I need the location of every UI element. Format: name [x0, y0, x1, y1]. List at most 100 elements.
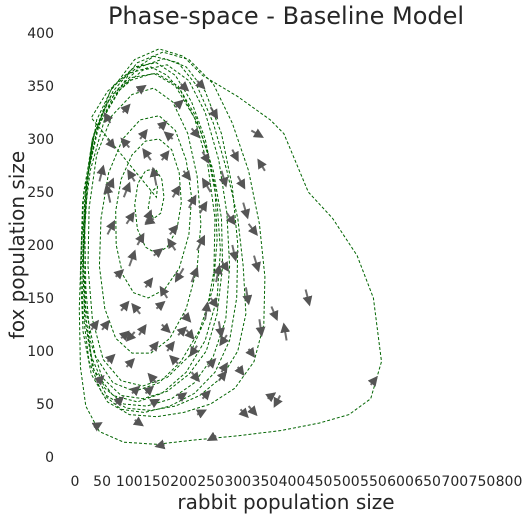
quiver-arrow	[156, 120, 168, 132]
quiver-arrow	[196, 234, 206, 251]
x-tick-label: 350	[252, 474, 279, 490]
y-axis-ticks: 0 50 100 150 200 250 300 350 400	[27, 26, 54, 466]
trajectory-line	[78, 48, 383, 445]
x-tick-label: 400	[279, 474, 306, 490]
quiver-arrow	[143, 385, 155, 397]
quiver-arrow	[143, 277, 154, 289]
x-tick-label: 100	[116, 474, 143, 490]
quiver-arrow	[144, 215, 156, 225]
quiver-arrow	[201, 177, 212, 193]
quiver-arrow	[159, 285, 170, 299]
quiver-arrow	[104, 353, 116, 365]
quiver-arrow	[99, 319, 110, 331]
quiver-arrow	[212, 264, 223, 283]
quiver-arrow	[88, 319, 100, 331]
quiver-arrow	[197, 200, 208, 214]
quiver-arrow	[200, 389, 211, 401]
quiver-arrow	[255, 319, 266, 338]
quiver-arrow	[247, 223, 258, 236]
quiver-arrow	[173, 99, 184, 110]
quiver-arrow	[302, 289, 313, 307]
quiver-arrow	[176, 392, 188, 403]
quiver-arrow	[93, 374, 105, 386]
quiver-arrow	[127, 169, 137, 182]
x-tick-label: 150	[143, 474, 170, 490]
quiver-arrow	[234, 364, 245, 376]
quiver-arrow	[245, 346, 256, 358]
y-tick-label: 150	[27, 291, 54, 307]
quiver-arrow	[181, 169, 192, 181]
y-tick-label: 300	[27, 132, 54, 148]
quiver-arrow	[168, 224, 179, 236]
x-tick-label: 600	[387, 474, 414, 490]
quiver-arrow	[129, 385, 141, 397]
y-tick-label: 350	[27, 79, 54, 95]
quiver-arrow	[154, 439, 166, 450]
quiver-arrow	[184, 328, 195, 340]
quiver-arrow	[113, 396, 125, 407]
quiver-arrow	[143, 209, 153, 225]
quiver-arrow	[225, 212, 236, 226]
quiver-arrow	[132, 416, 144, 427]
y-tick-label: 0	[45, 450, 54, 466]
quiver-arrow	[240, 202, 251, 220]
quiver-arrow	[137, 128, 148, 140]
quiver-arrow	[215, 321, 225, 339]
quiver-arrow	[91, 422, 103, 432]
quiver-arrow	[103, 183, 114, 203]
x-axis-label: rabbit population size	[177, 490, 394, 514]
quiver-arrow	[257, 158, 267, 172]
x-tick-label: 800	[496, 474, 523, 490]
quiver-arrow	[124, 211, 135, 225]
quiver-arrow	[135, 84, 147, 95]
quiver-arrow	[149, 166, 160, 186]
quiver-arrow	[219, 260, 230, 273]
arrow-field	[88, 78, 378, 450]
quiver-arrow	[189, 345, 200, 357]
quiver-arrow	[180, 311, 192, 323]
quiver-arrow	[147, 372, 158, 384]
x-tick-label: 50	[93, 474, 111, 490]
x-tick-label: 750	[469, 474, 496, 490]
x-tick-label: 450	[306, 474, 333, 490]
quiver-arrow	[131, 302, 142, 315]
quiver-arrow	[265, 392, 277, 403]
quiver-arrow	[205, 358, 217, 369]
quiver-arrow	[218, 170, 229, 188]
chart-title: Phase-space - Baseline Model	[108, 2, 464, 30]
quiver-arrow	[149, 398, 161, 409]
quiver-arrow	[105, 219, 116, 235]
quiver-arrow	[119, 300, 130, 312]
quiver-arrow	[189, 266, 199, 283]
quiver-arrow	[206, 431, 218, 441]
quiver-arrow	[170, 184, 181, 198]
x-tick-label: 250	[197, 474, 224, 490]
x-tick-label: 0	[71, 474, 80, 490]
quiver-arrow	[152, 247, 164, 259]
quiver-arrow	[250, 128, 264, 138]
quiver-arrow	[142, 147, 153, 161]
quiver-arrow	[229, 149, 239, 162]
quiver-arrow	[127, 249, 137, 267]
quiver-arrow	[118, 330, 130, 341]
quiver-arrow	[96, 164, 107, 182]
quiver-arrow	[120, 103, 131, 115]
quiver-arrow	[236, 175, 246, 190]
quiver-arrow	[195, 409, 207, 419]
quiver-arrow	[247, 405, 258, 417]
plot-area	[78, 48, 383, 450]
quiver-arrow	[201, 301, 212, 320]
x-tick-label: 650	[414, 474, 441, 490]
x-tick-label: 500	[333, 474, 360, 490]
quiver-arrow	[169, 354, 180, 366]
quiver-arrow	[105, 138, 116, 150]
y-tick-label: 50	[36, 397, 54, 413]
quiver-arrow	[135, 232, 145, 246]
quiver-arrow	[189, 371, 200, 383]
quiver-arrow	[176, 326, 188, 337]
quiver-arrow	[160, 322, 171, 334]
quiver-arrow	[159, 150, 170, 162]
y-axis-label: fox population size	[5, 151, 29, 339]
quiver-arrow	[167, 238, 177, 251]
